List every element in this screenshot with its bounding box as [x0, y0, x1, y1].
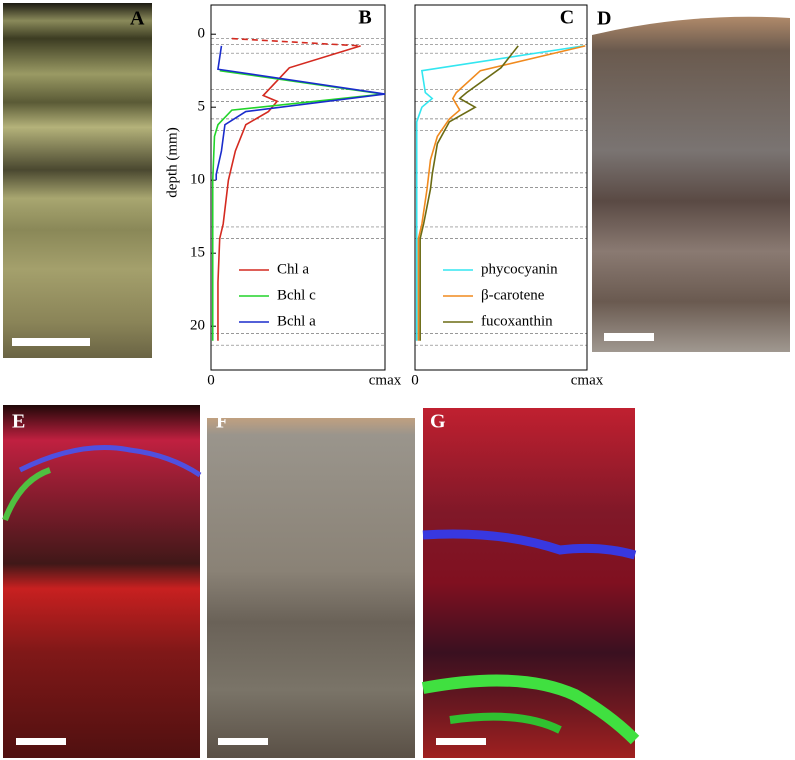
x-tick-label: cmax [369, 372, 402, 388]
panel-label: F [216, 411, 228, 433]
series-line [217, 45, 361, 341]
panel-label: B [358, 7, 371, 29]
x-tick-label: 0 [411, 372, 419, 388]
series-line [417, 45, 586, 341]
y-tick-label: 20 [190, 318, 205, 334]
green-band [449, 712, 562, 734]
y-axis-label: depth (mm) [164, 127, 180, 197]
plot-frame [210, 4, 386, 371]
series-line [231, 37, 361, 47]
legend-label: Bchl c [277, 287, 316, 303]
photo-f [207, 418, 415, 758]
x-tick-label: 0 [207, 372, 215, 388]
green-band [421, 674, 640, 745]
y-tick-label: 15 [190, 245, 205, 261]
x-tick-label: cmax [571, 372, 604, 388]
y-tick-label: 10 [190, 172, 205, 188]
photo-g [423, 408, 635, 758]
scale-bar [218, 738, 268, 745]
scale-bar [12, 338, 90, 346]
panel-label: E [12, 411, 25, 433]
legend-label: phycocyanin [481, 261, 558, 277]
legend-label: Chl a [277, 261, 309, 277]
panel-label: C [560, 7, 574, 29]
blue-band [422, 529, 637, 560]
series-line [415, 45, 584, 341]
panel-label: G [430, 411, 446, 433]
scale-bar [604, 333, 654, 341]
legend-label: Bchl a [277, 313, 316, 329]
photo-d [592, 16, 790, 353]
photo-a [3, 3, 152, 358]
plot-frame [414, 4, 588, 371]
panel-label: A [130, 8, 145, 30]
y-tick-label: 5 [198, 99, 206, 115]
series-line [215, 45, 386, 181]
scale-bar [436, 738, 486, 745]
scale-bar [16, 738, 66, 745]
y-tick-label: 0 [198, 26, 206, 42]
series-line [419, 45, 519, 341]
panel-label: D [597, 8, 611, 30]
photo-panels [2, 3, 790, 758]
blue-band [18, 445, 202, 478]
legend-label: β-carotene [481, 287, 545, 303]
legend-label: fucoxanthin [481, 313, 553, 329]
green-band [2, 467, 52, 522]
